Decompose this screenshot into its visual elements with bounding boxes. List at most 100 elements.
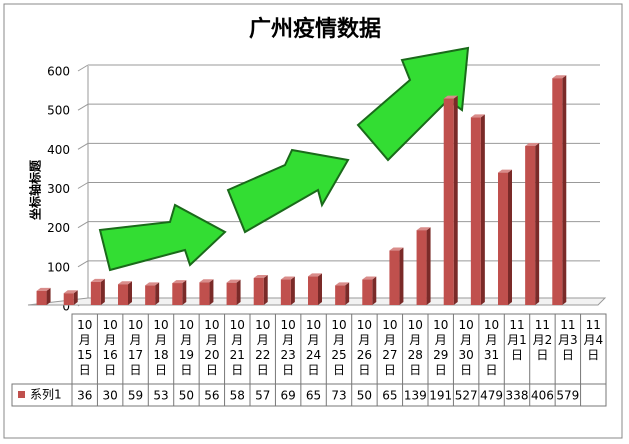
bar-top xyxy=(199,279,214,283)
y-tick-label: 300 xyxy=(47,182,70,196)
x-tick-label: 10月28日 xyxy=(407,318,423,377)
bar-side xyxy=(345,282,350,305)
bar xyxy=(525,145,536,305)
arrow xyxy=(98,203,227,272)
bar-top xyxy=(470,114,485,118)
bar-side xyxy=(562,75,567,305)
table-value: 406 xyxy=(531,389,554,403)
x-tick-label: 11月1日 xyxy=(507,318,527,362)
bar xyxy=(470,117,481,306)
grid-line-depth xyxy=(77,221,89,229)
bar-side xyxy=(372,276,377,305)
bar-top xyxy=(335,282,350,286)
y-axis-title: 坐标轴标题 xyxy=(28,159,43,220)
table-border xyxy=(71,313,607,407)
chart-border xyxy=(3,3,623,439)
y-tick-label: 600 xyxy=(47,65,70,79)
y-tick-label: 200 xyxy=(47,221,70,235)
table-value: 191 xyxy=(429,389,452,403)
arrows xyxy=(98,46,470,272)
table-legend-cell xyxy=(11,383,73,407)
bar-side xyxy=(155,282,160,305)
y-tick-label: 400 xyxy=(47,143,70,157)
table-value: 58 xyxy=(230,389,245,403)
bar-top xyxy=(280,276,295,280)
bar xyxy=(498,172,508,305)
bar xyxy=(226,282,237,305)
bar xyxy=(362,279,373,305)
x-tick-label: 10月16日 xyxy=(102,318,118,377)
table-value: 59 xyxy=(128,389,143,403)
bar-top xyxy=(226,279,241,283)
bar-side xyxy=(46,287,51,305)
table-value: 65 xyxy=(306,389,321,403)
legend-label: 系列1 xyxy=(30,388,62,402)
x-tick-label: 10月22日 xyxy=(255,318,271,377)
x-tick-label: 10月20日 xyxy=(204,318,220,377)
table-value: 73 xyxy=(331,389,346,403)
bar-side xyxy=(128,281,132,305)
bar xyxy=(172,283,183,305)
bar-top xyxy=(36,287,51,291)
bar xyxy=(145,285,156,305)
table-value: 139 xyxy=(404,389,427,403)
grid-line-depth xyxy=(77,142,89,150)
x-tick-label: 10月19日 xyxy=(178,318,195,377)
table-value: 36 xyxy=(77,389,92,403)
chart-title: 广州疫情数据 xyxy=(249,16,381,42)
bar-top xyxy=(118,281,132,285)
y-tick-label: 0 xyxy=(62,300,70,314)
bar xyxy=(199,282,210,305)
bar-top xyxy=(90,278,105,282)
x-tick-label: 10月29日 xyxy=(433,318,449,377)
x-tick-label: 11月2日 xyxy=(532,318,553,362)
table-value: 65 xyxy=(382,389,397,403)
bar xyxy=(443,98,454,305)
bar xyxy=(335,285,346,305)
bar-top xyxy=(172,280,187,284)
table-value: 579 xyxy=(556,389,579,403)
bar-top xyxy=(253,274,268,278)
grid-line-depth xyxy=(77,103,89,111)
x-tick-label: 10月21日 xyxy=(229,318,245,377)
bar-top xyxy=(443,95,458,99)
bar xyxy=(36,290,47,305)
grid-line-depth xyxy=(77,260,89,268)
arrow xyxy=(356,46,470,162)
table-value: 30 xyxy=(103,389,118,403)
x-tick-label: 10月27日 xyxy=(382,318,398,377)
y-tick-label: 500 xyxy=(47,104,70,118)
x-tick-label: 11月3日 xyxy=(558,318,578,362)
bar-side xyxy=(263,274,268,305)
x-tick-label: 11月4日 xyxy=(583,318,604,362)
table-value: 56 xyxy=(204,389,219,403)
x-tick-label: 10月25日 xyxy=(331,318,347,377)
bar-side xyxy=(100,278,105,305)
table-value: 69 xyxy=(281,389,296,403)
bar-side xyxy=(426,227,431,305)
x-tick-label: 10月18日 xyxy=(153,318,169,377)
x-tick-label: 10月30日 xyxy=(458,318,474,377)
bar xyxy=(389,250,400,305)
bar-side xyxy=(318,273,322,305)
bar-side xyxy=(508,169,512,305)
bar xyxy=(253,277,264,305)
grid-line-depth xyxy=(77,182,89,189)
x-tick-label: 10月23日 xyxy=(280,318,296,377)
bar-top xyxy=(525,142,540,146)
bar-side xyxy=(480,114,485,306)
bar-top xyxy=(416,227,431,231)
bar-top xyxy=(63,290,78,294)
arrow xyxy=(226,148,350,234)
bar xyxy=(416,230,427,305)
bar xyxy=(63,293,74,305)
table-value: 50 xyxy=(357,389,372,403)
bar-top xyxy=(498,169,512,173)
bar xyxy=(308,276,318,305)
table-value: 53 xyxy=(153,389,168,403)
table-value: 57 xyxy=(255,389,270,403)
bar xyxy=(90,281,101,305)
x-tick-label: 10月26日 xyxy=(356,318,373,377)
bar xyxy=(280,279,291,305)
